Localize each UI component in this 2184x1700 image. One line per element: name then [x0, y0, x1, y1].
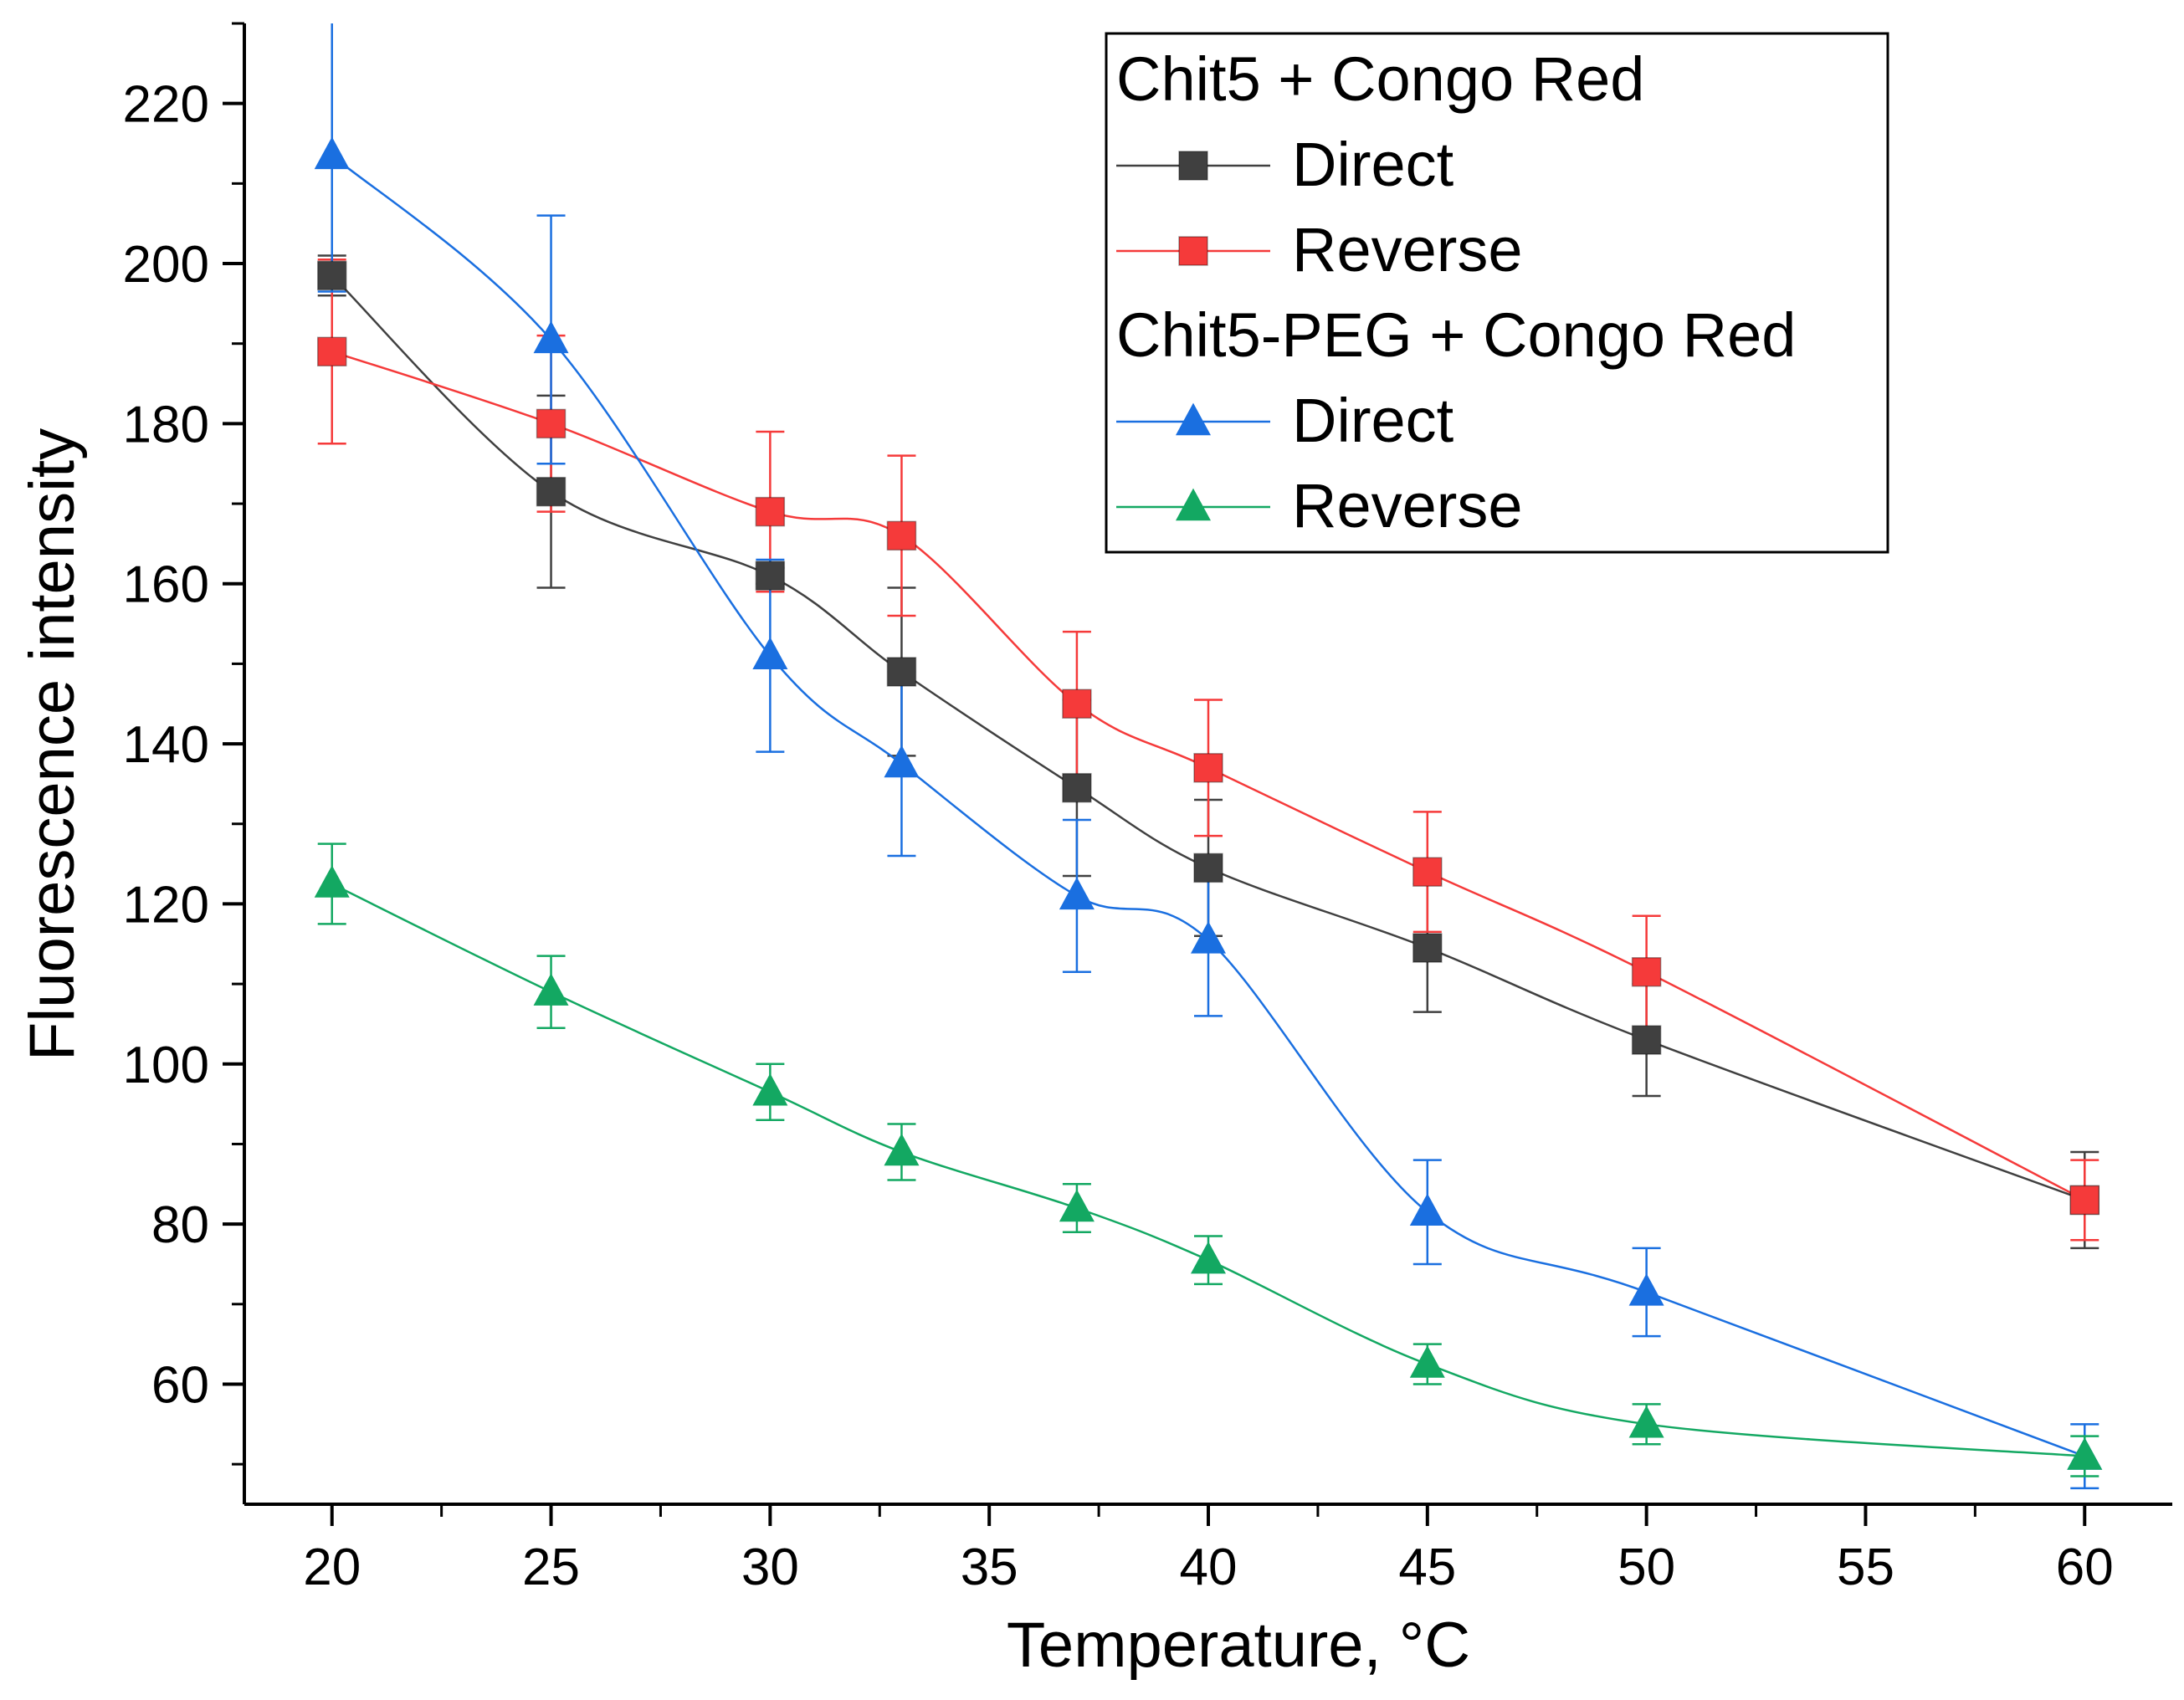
group1-reverse-point: [886, 520, 917, 551]
group2-direct-point: [1059, 877, 1095, 910]
group1-direct-point: [1412, 933, 1443, 963]
x-tick-label: 45: [1398, 1539, 1456, 1596]
group2-reverse-point: [1409, 1345, 1445, 1378]
group2-direct-point: [1191, 921, 1226, 954]
group2-reverse-point: [1191, 1241, 1226, 1274]
group2-reverse-point: [2067, 1437, 2103, 1470]
y-tick-label: 80: [151, 1196, 209, 1254]
x-tick-label: 30: [741, 1539, 799, 1596]
group2-direct-point: [533, 320, 569, 354]
y-tick-label: 200: [123, 236, 209, 294]
legend-marker: [1178, 236, 1208, 266]
group1-direct-point: [536, 476, 567, 507]
group2-reverse-point: [533, 973, 569, 1006]
group2-reverse-point: [314, 865, 350, 898]
y-tick-label: 120: [123, 876, 209, 934]
group1-reverse-point: [536, 408, 567, 439]
y-tick-label: 220: [123, 76, 209, 134]
x-tick-label: 40: [1180, 1539, 1238, 1596]
group2-direct-point: [1409, 1193, 1445, 1226]
legend-entry-label: Direct: [1292, 386, 1454, 455]
y-tick-label: 60: [151, 1356, 209, 1414]
legend-marker: [1176, 402, 1211, 436]
group2-reverse-point: [884, 1133, 920, 1166]
markers-layer: [314, 136, 2103, 1470]
x-tick-label: 55: [1837, 1539, 1894, 1596]
legend-entry-label: Reverse: [1292, 215, 1523, 284]
x-tick-label: 20: [303, 1539, 361, 1596]
group2-direct-line: [331, 154, 2085, 1457]
group2-direct-point: [752, 637, 788, 670]
legend-box: [1105, 32, 1889, 554]
group1-reverse-point: [316, 336, 347, 367]
x-axis-title: Temperature, °C: [1007, 1610, 1470, 1681]
x-tick-label: 50: [1617, 1539, 1675, 1596]
axes: 20 25 30 35 40 45 50 55 60 60 80 100 120 140 160 180 200…: [123, 22, 2172, 1596]
x-tick-label: 35: [961, 1539, 1018, 1596]
group2-reverse-point: [752, 1073, 788, 1106]
legend-marker: [1178, 151, 1208, 181]
group1-direct-point: [1062, 772, 1092, 803]
x-tick-label: 60: [2056, 1539, 2114, 1596]
group1-reverse-point: [2069, 1185, 2100, 1216]
legend-marker: [1176, 488, 1211, 521]
group2-reverse-point: [1628, 1406, 1664, 1438]
y-axis-title: Fluorescence intensity: [17, 428, 88, 1061]
y-tick-label: 160: [123, 556, 209, 614]
legend-entry-label: Direct: [1292, 130, 1454, 199]
group2-direct-point: [884, 745, 920, 778]
y-tick-label: 180: [123, 396, 209, 453]
legend-group-title: Chit5 + Congo Red: [1116, 44, 1644, 114]
group2-direct-point: [314, 136, 350, 170]
group1-reverse-point: [1193, 753, 1223, 783]
group1-direct-point: [886, 657, 917, 687]
group1-reverse-point: [1631, 957, 1662, 987]
x-tick-label: 25: [522, 1539, 580, 1596]
group1-reverse-point: [1412, 857, 1443, 887]
group2-reverse-point: [1059, 1189, 1095, 1222]
group1-reverse-point: [1062, 689, 1092, 719]
y-tick-label: 100: [123, 1037, 209, 1094]
group1-direct-point: [755, 561, 786, 591]
group1-reverse-point: [755, 496, 786, 527]
group1-direct-point: [316, 260, 347, 291]
group2-direct-point: [1628, 1273, 1664, 1306]
group1-direct-point: [1631, 1025, 1662, 1055]
legend: Chit5 + Congo Red Direct Reverse Chit5-PEG …: [1105, 32, 1889, 554]
legend-group-title: Chit5-PEG + Congo Red: [1116, 300, 1796, 370]
legend-entry-label: Reverse: [1292, 471, 1523, 540]
group1-direct-point: [1193, 853, 1223, 883]
y-tick-label: 140: [123, 716, 209, 774]
